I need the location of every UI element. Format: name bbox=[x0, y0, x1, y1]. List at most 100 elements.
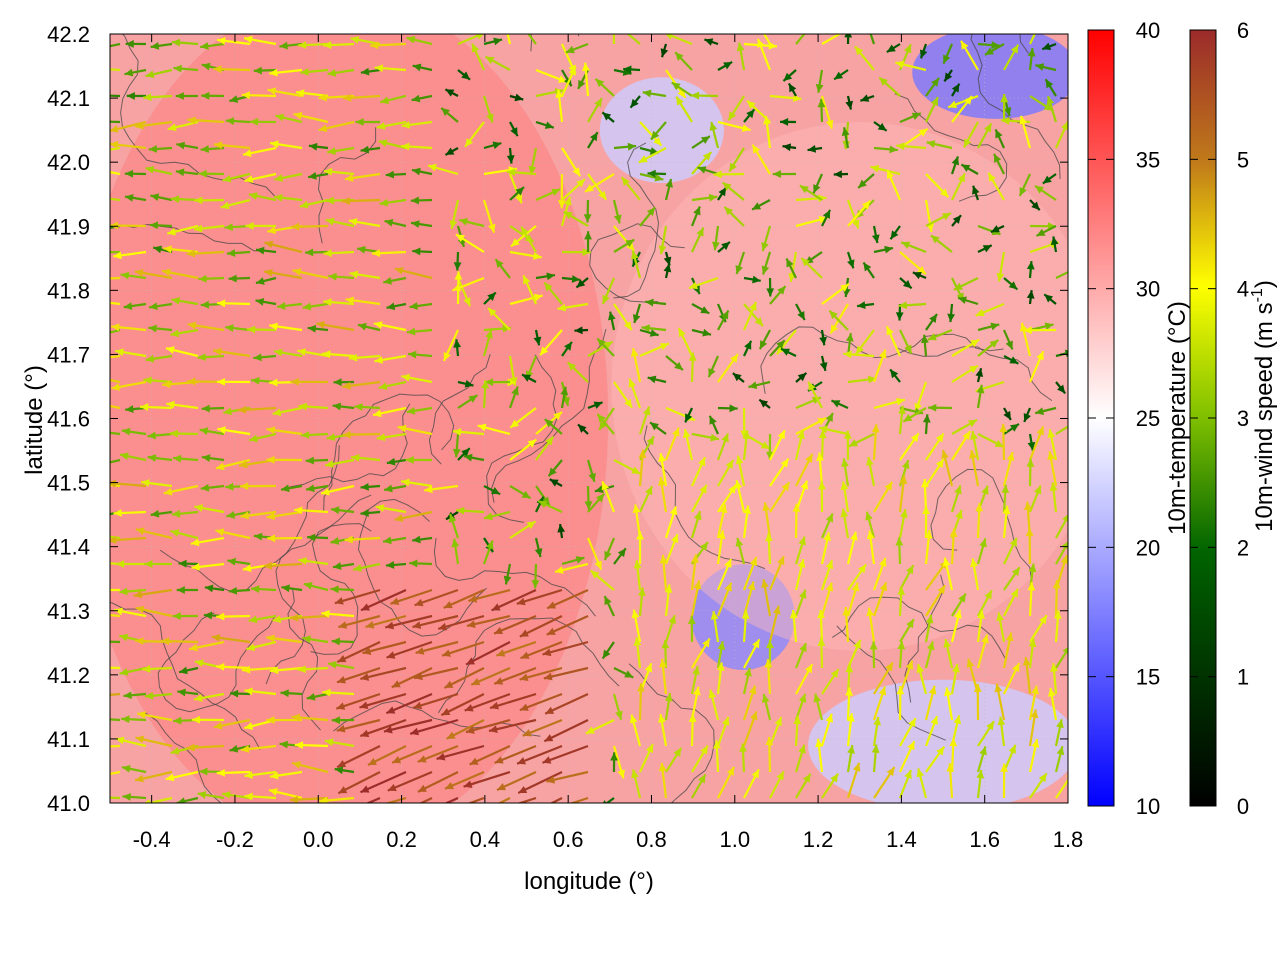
wind-vector-head bbox=[473, 809, 482, 816]
wind-colorbar: 0 1 2 3 4 5 6 10m-wind speed (m s-1) bbox=[1190, 18, 1278, 819]
wind-vector-head bbox=[547, 805, 556, 812]
wind-vector-head bbox=[1036, 17, 1043, 26]
wind-vector-head bbox=[90, 148, 99, 156]
wind-vector-head bbox=[366, 803, 375, 811]
contour-line bbox=[419, 0, 579, 36]
x-tick-label: -0.2 bbox=[216, 827, 254, 852]
x-axis-label: longitude (°) bbox=[524, 868, 654, 895]
wind-vector-head bbox=[619, 26, 628, 34]
wind-vector-head bbox=[89, 559, 97, 567]
wind-vector-head bbox=[101, 92, 109, 100]
y-tick-label: 41.7 bbox=[47, 342, 90, 367]
x-tick-label: 0.4 bbox=[470, 827, 501, 852]
wind-vector-shaft bbox=[92, 797, 120, 798]
x-tick-label: -0.4 bbox=[133, 827, 171, 852]
wind-vector-head bbox=[98, 460, 107, 468]
temperature-colorbar-tick-label: 30 bbox=[1136, 277, 1160, 302]
y-tick-label: 41.1 bbox=[47, 727, 90, 752]
wind-vector-head bbox=[96, 330, 105, 338]
wind-vector-shaft bbox=[98, 641, 120, 642]
temperature-colorbar-tick-label: 15 bbox=[1136, 665, 1160, 690]
wind-vector-head bbox=[804, 25, 812, 34]
wind-vector-head bbox=[95, 249, 103, 257]
y-tick-label: 42.0 bbox=[47, 150, 90, 175]
x-tick-label: 1.4 bbox=[886, 827, 917, 852]
wind-vector-head bbox=[87, 586, 95, 594]
wind-vector-head bbox=[610, 14, 618, 22]
x-tick-label: 0.6 bbox=[553, 827, 584, 852]
wind-vector-head bbox=[90, 65, 98, 73]
wind-vector-head bbox=[1071, 419, 1080, 427]
y-tick-label: 41.6 bbox=[47, 407, 90, 432]
x-tick-label: 0.0 bbox=[303, 827, 334, 852]
wind-colorbar-tick-label: 6 bbox=[1237, 18, 1249, 43]
temperature-colorbar-tick-label: 25 bbox=[1136, 406, 1160, 431]
temperature-colorbar-tick-label: 20 bbox=[1136, 535, 1160, 560]
y-tick-label: 41.5 bbox=[47, 471, 90, 496]
x-tick-label: 1.2 bbox=[803, 827, 834, 852]
x-tick-label: 0.2 bbox=[386, 827, 417, 852]
wind-vector-shaft bbox=[96, 719, 120, 720]
wind-vector-head bbox=[1069, 267, 1078, 274]
wind-vector-head bbox=[101, 224, 110, 232]
wind-vector-head bbox=[99, 118, 107, 126]
wind-colorbar-tick-label: 4 bbox=[1237, 277, 1249, 302]
y-tick-label: 41.9 bbox=[47, 214, 90, 239]
wind-vector-head bbox=[521, 24, 529, 33]
temperature-colorbar-tick-label: 35 bbox=[1136, 147, 1160, 172]
wind-colorbar-tick-label: 5 bbox=[1237, 147, 1249, 172]
wind-vector-shaft bbox=[88, 667, 120, 668]
temperature-colorbar-tick-label: 40 bbox=[1136, 18, 1160, 43]
wind-colorbar-tick-label: 3 bbox=[1237, 406, 1249, 431]
x-tick-label: 0.8 bbox=[636, 827, 667, 852]
plot-area bbox=[0, 0, 1108, 960]
wind-vector-head bbox=[96, 428, 105, 436]
y-tick-label: 41.3 bbox=[47, 599, 90, 624]
wind-vector-head bbox=[334, 811, 343, 818]
wind-colorbar-tick-label: 2 bbox=[1237, 535, 1249, 560]
temperature-colorbar: 10 15 20 25 30 35 40 10m-temperature (°C) bbox=[1088, 18, 1191, 819]
y-tick-label: 41.8 bbox=[47, 278, 90, 303]
wind-colorbar-label-text: 10m-wind speed (m s bbox=[1251, 302, 1278, 531]
wind-vector-head bbox=[844, 29, 852, 37]
wind-vector-head bbox=[412, 811, 421, 818]
y-axis-label: latitude (°) bbox=[21, 365, 48, 475]
wind-vector-head bbox=[99, 43, 108, 51]
wind-vector-head bbox=[866, 24, 873, 33]
y-tick-label: 42.1 bbox=[47, 86, 90, 111]
wind-colorbar-tick-label: 0 bbox=[1237, 794, 1249, 819]
wind-vector-head bbox=[753, 15, 760, 24]
y-tick-label: 41.4 bbox=[47, 535, 90, 560]
wind-vector-head bbox=[85, 399, 94, 407]
wind-vector-head bbox=[390, 811, 399, 818]
wind-vector-head bbox=[519, 812, 528, 819]
wind-colorbar-label-sup: -1 bbox=[1249, 288, 1266, 302]
wind-colorbar-label-end: ) bbox=[1251, 280, 1278, 288]
y-tick-label: 41.2 bbox=[47, 663, 90, 688]
wind-colorbar-tick-label: 1 bbox=[1237, 665, 1249, 690]
wind-vector-head bbox=[96, 715, 104, 723]
y-tick-label: 42.2 bbox=[47, 22, 90, 47]
temperature-colorbar-label: 10m-temperature (°C) bbox=[1164, 301, 1191, 535]
temperature-colorbar-tick-label: 10 bbox=[1136, 794, 1160, 819]
wind-vector-head bbox=[92, 793, 100, 801]
y-tick-label: 41.0 bbox=[47, 791, 90, 816]
wind-vector-head bbox=[91, 193, 100, 201]
wind-vector-head bbox=[81, 693, 89, 701]
x-tick-label: 1.0 bbox=[719, 827, 750, 852]
x-tick-label: 1.8 bbox=[1053, 827, 1084, 852]
wind-vector-shaft bbox=[85, 278, 120, 279]
wind-vector-head bbox=[501, 12, 509, 21]
wind-vector-head bbox=[84, 373, 93, 381]
wind-vector-head bbox=[98, 638, 106, 646]
wind-vector-shaft bbox=[86, 746, 120, 747]
wind-vector-head bbox=[86, 773, 95, 781]
wind-vector-head bbox=[441, 807, 450, 814]
wind-vector-head bbox=[100, 511, 109, 519]
wind-vector-head bbox=[491, 806, 500, 813]
x-tick-label: 1.6 bbox=[969, 827, 1000, 852]
wind-vector-head bbox=[91, 532, 100, 540]
wind-vector-shaft bbox=[95, 252, 120, 253]
